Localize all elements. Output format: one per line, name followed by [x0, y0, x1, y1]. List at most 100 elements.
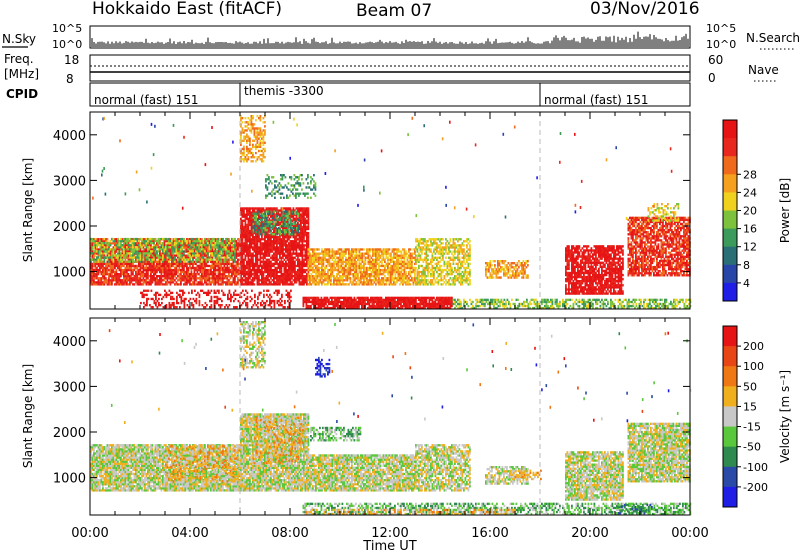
range-gate-cell [308, 234, 310, 236]
range-gate-cell [295, 231, 297, 233]
range-gate-cell [212, 258, 214, 260]
range-gate-cell [274, 233, 276, 235]
range-gate-cell [315, 184, 317, 186]
range-gate-cell [274, 225, 276, 227]
range-gate-cell [254, 283, 256, 285]
range-gate-cell [207, 242, 209, 244]
range-gate-cell [125, 260, 127, 262]
range-gate-cell [296, 236, 298, 238]
range-gate-cell [308, 216, 310, 218]
range-gate-cell [167, 279, 169, 281]
range-gate-cell [252, 152, 254, 154]
nave-tick-hi: 60 [708, 53, 723, 67]
range-gate-cell [280, 197, 282, 199]
range-gate-cell [131, 267, 133, 269]
range-gate-cell [265, 227, 267, 229]
range-gate-cell [182, 248, 184, 250]
range-gate-cell [282, 261, 284, 263]
range-gate-cell [313, 180, 315, 182]
range-gate-cell [129, 248, 131, 250]
range-gate-cell [167, 250, 169, 252]
range-gate-cell [262, 223, 264, 225]
range-gate-cell [302, 257, 304, 259]
range-gate-cell [149, 254, 151, 256]
range-gate-cell [245, 220, 247, 222]
range-gate-cell [273, 244, 275, 246]
range-gate-cell [282, 178, 284, 180]
range-gate-cell [180, 283, 182, 285]
range-gate-cell [176, 246, 178, 248]
range-gate-cell [329, 261, 331, 263]
noise-left-tick-lo: 10^0 [52, 38, 82, 51]
range-gate-cell [176, 250, 178, 252]
range-gate-cell [283, 186, 285, 188]
range-gate-cell [248, 279, 250, 281]
range-gate-cell [263, 140, 265, 142]
range-gate-cell [222, 238, 224, 240]
range-gate-cell [206, 263, 208, 265]
range-gate-cell [324, 271, 326, 273]
range-gate-cell [269, 227, 271, 229]
range-gate-cell [111, 256, 113, 258]
range-gate-cell [290, 219, 292, 221]
range-gate-cell [248, 156, 250, 158]
range-gate-cell [224, 273, 226, 275]
range-gate-cell [141, 238, 143, 240]
range-gate-cell [228, 279, 230, 281]
range-gate-cell [122, 258, 124, 260]
range-gate-cell [170, 258, 172, 260]
range-gate-cell [173, 252, 175, 254]
range-gate-cell [285, 184, 287, 186]
range-gate-cell [177, 260, 179, 262]
range-gate-cell [294, 178, 296, 180]
cpid-label: CPID [6, 87, 38, 101]
range-gate-cell [158, 242, 160, 244]
range-gate-cell [95, 265, 97, 267]
range-gate-cell [281, 271, 283, 273]
range-gate-cell [276, 180, 278, 182]
range-gate-cell [298, 231, 300, 233]
range-gate-cell [132, 263, 134, 265]
range-gate-cell [303, 216, 305, 218]
range-gate-cell [306, 281, 308, 283]
nsky-label: N.Sky [2, 32, 36, 46]
range-gate-cell [185, 250, 187, 252]
range-gate-cell [198, 246, 200, 248]
range-gate-cell [243, 211, 245, 213]
range-gate-cell [170, 256, 172, 258]
range-gate-cell [227, 258, 229, 260]
range-gate-cell [257, 219, 259, 221]
range-gate-cell [332, 271, 334, 273]
range-gate-cell [107, 252, 109, 254]
range-gate-cell [257, 140, 259, 142]
range-gate-cell [314, 263, 316, 265]
range-gate-cell [153, 258, 155, 260]
range-gate-cell [284, 221, 286, 223]
range-gate-cell [245, 259, 247, 261]
range-gate-cell [153, 244, 155, 246]
range-gate-cell [255, 148, 257, 150]
range-gate-cell [261, 150, 263, 152]
range-gate-cell [257, 273, 259, 275]
range-gate-cell [140, 269, 142, 271]
range-gate-cell [265, 213, 267, 215]
range-gate-cell [248, 117, 250, 119]
range-gate-cell [261, 269, 263, 271]
range-gate-cell [246, 133, 248, 135]
range-gate-cell [294, 261, 296, 263]
range-gate-cell [207, 252, 209, 254]
range-gate-cell [308, 222, 310, 224]
range-gate-cell [257, 129, 259, 131]
range-gate-cell [122, 260, 124, 262]
range-gate-cell [249, 144, 251, 146]
range-gate-cell [236, 275, 238, 277]
range-gate-cell [294, 186, 296, 188]
range-gate-cell [192, 244, 194, 246]
range-gate-cell [253, 221, 255, 223]
range-gate-cell [248, 136, 250, 138]
range-gate-cell [126, 281, 128, 283]
range-gate-cell [102, 244, 104, 246]
range-gate-cell [292, 211, 294, 213]
range-gate-cell [234, 258, 236, 260]
range-gate-cell [248, 158, 250, 160]
